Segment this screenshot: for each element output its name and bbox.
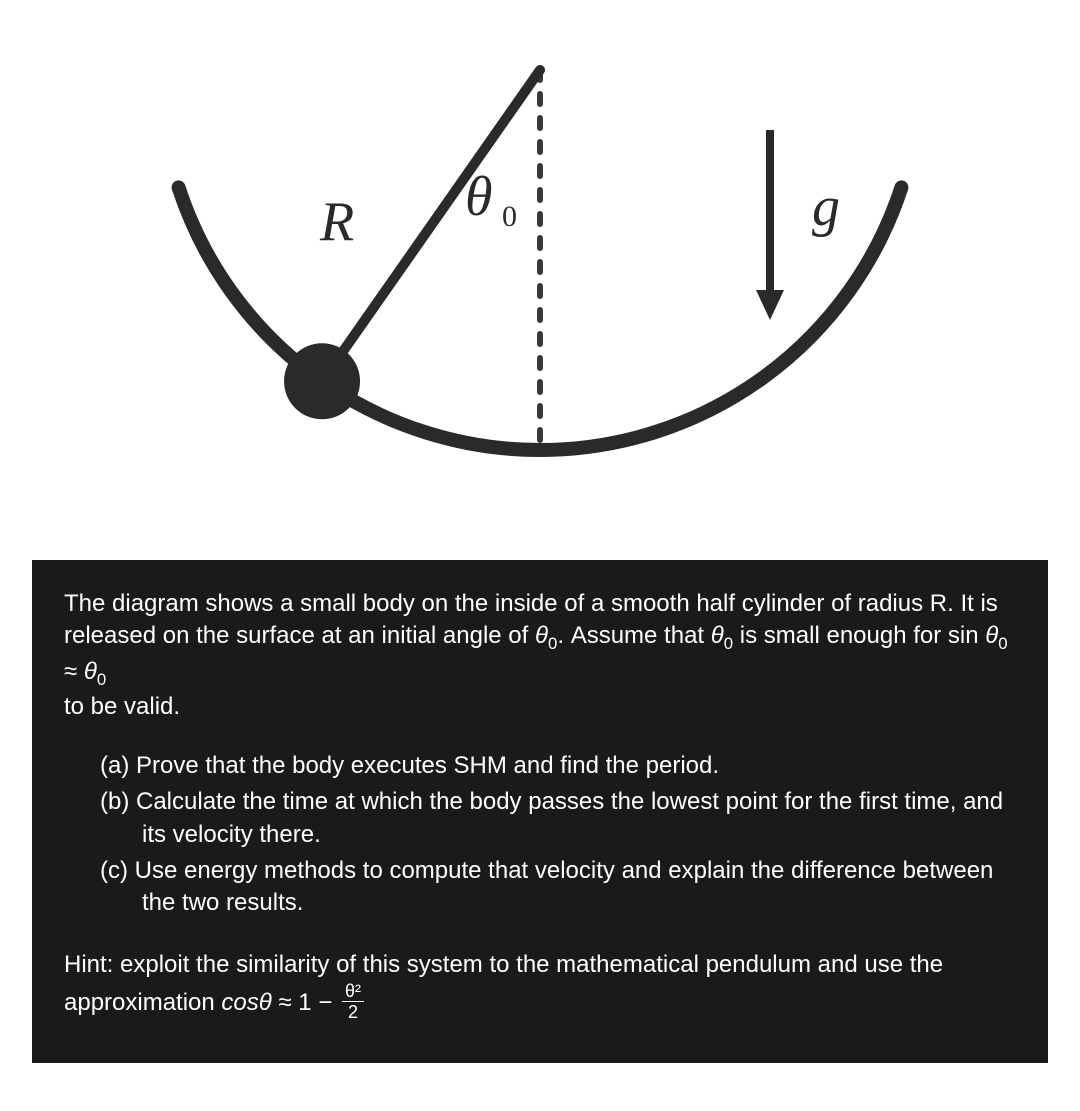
body-dot [284, 343, 360, 419]
theta-sub-3: 0 [998, 634, 1007, 653]
problem-statement: The diagram shows a small body on the in… [32, 560, 1048, 1063]
label-R: R [319, 191, 354, 253]
intro-line2c: is small enough for sin [733, 622, 985, 649]
intro-paragraph: The diagram shows a small body on the in… [64, 588, 1016, 724]
label-theta: θ [465, 166, 493, 228]
question-parts-list: (a) Prove that the body executes SHM and… [64, 750, 1016, 920]
cos-theta: cosθ [221, 989, 271, 1016]
hint-paragraph: Hint: exploit the similarity of this sys… [64, 946, 1016, 1024]
theta-sub-2: 0 [724, 634, 733, 653]
theta-sub: 0 [548, 634, 557, 653]
one-minus: ≈ 1 − [272, 989, 339, 1016]
label-g: g [812, 176, 840, 238]
approx-sym: ≈ [64, 658, 84, 685]
intro-line1: The diagram shows a small body on the in… [64, 590, 998, 617]
intro-line3: to be valid. [64, 693, 180, 720]
theta-symbol-4: θ [84, 658, 97, 685]
theta-symbol: θ [535, 622, 548, 649]
theta-sub-4: 0 [97, 670, 106, 689]
question-part: (a) Prove that the body executes SHM and… [100, 750, 1016, 782]
theta-symbol-3: θ [985, 622, 998, 649]
question-part: (c) Use energy methods to compute that v… [100, 855, 1016, 920]
part-label: (a) [100, 752, 136, 779]
question-part: (b) Calculate the time at which the body… [100, 786, 1016, 851]
page: Rθ0g The diagram shows a small body on t… [0, 0, 1080, 1063]
part-label: (c) [100, 857, 135, 884]
hint-line1: Hint: exploit the similarity of this sys… [64, 951, 943, 978]
hint-line2a: approximation [64, 989, 221, 1016]
label-theta_sub: 0 [502, 200, 517, 233]
intro-line2a: released on the surface at an initial an… [64, 622, 535, 649]
gravity-arrow-head [756, 290, 784, 320]
diagram-container: Rθ0 g [0, 0, 1080, 520]
part-label: (b) [100, 788, 136, 815]
part-text: Prove that the body executes SHM and fin… [136, 752, 719, 779]
fraction: θ²2 [342, 982, 364, 1021]
frac-numerator: θ² [342, 982, 364, 1002]
intro-line2b: . Assume that [557, 622, 710, 649]
theta-symbol-2: θ [711, 622, 724, 649]
part-text: Use energy methods to compute that veloc… [135, 857, 994, 916]
frac-denominator: 2 [342, 1002, 364, 1021]
physics-diagram: Rθ0 g [0, 0, 1080, 520]
part-text: Calculate the time at which the body pas… [136, 788, 1003, 847]
